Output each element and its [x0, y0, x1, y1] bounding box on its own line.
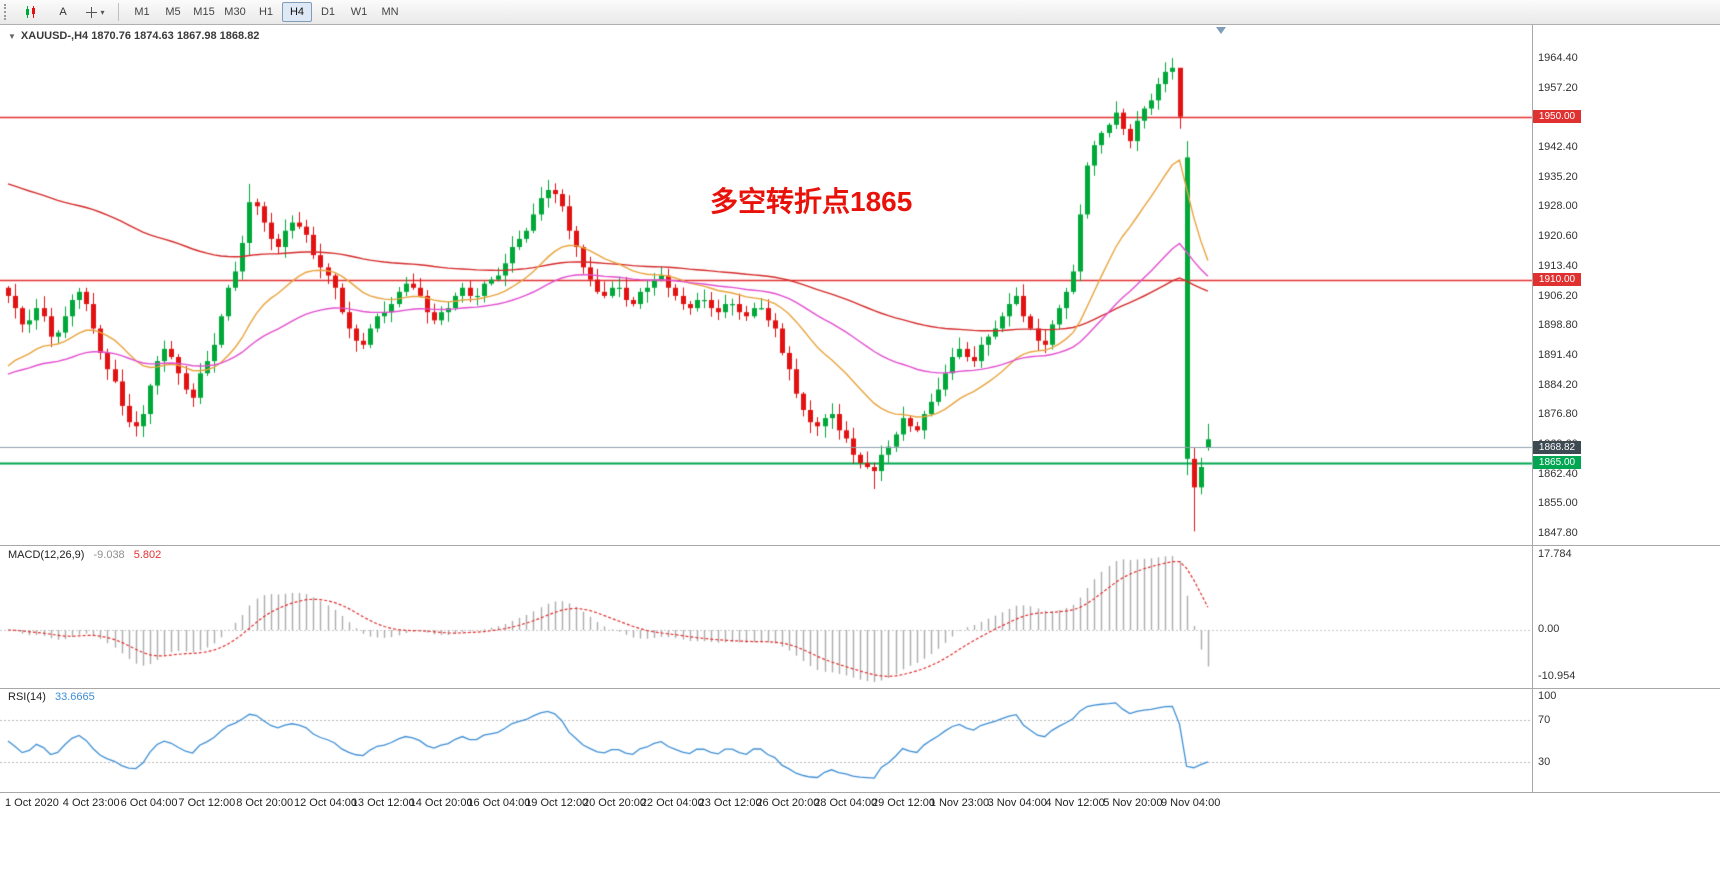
time-axis-label: 16 Oct 04:00 — [467, 797, 531, 809]
timeframe-button-mn[interactable]: MN — [381, 6, 399, 18]
time-axis-label: 4 Oct 23:00 — [62, 797, 120, 809]
macd-scale-label: 17.784 — [1538, 548, 1572, 560]
time-axis-label: 26 Oct 20:00 — [756, 797, 820, 809]
symbol-ohlc-text: XAUUSD-,H4 1870.76 1874.63 1867.98 1868.… — [20, 30, 260, 42]
price-scale-label: 1935.20 — [1538, 170, 1578, 183]
toolbar-separator — [118, 3, 119, 21]
macd-name: MACD(12,26,9) — [8, 549, 85, 561]
timeframe-button-m15[interactable]: M15 — [193, 6, 215, 18]
time-axis-label: 28 Oct 04:00 — [814, 797, 878, 809]
price-scale-label: 1913.40 — [1538, 259, 1578, 272]
candlestick-chart-icon — [26, 6, 35, 18]
time-axis-label: 1 Oct 2020 — [5, 797, 59, 809]
rsi-scale-label: 100 — [1538, 690, 1557, 702]
bid-price-badge: 1868.82 — [1533, 440, 1581, 454]
time-axis-label: 23 Oct 12:00 — [698, 797, 762, 809]
chart-annotation-text[interactable]: 多空转折点1865 — [710, 186, 913, 217]
time-axis-label: 6 Oct 04:00 — [120, 797, 178, 809]
time-axis-label: 29 Oct 12:00 — [872, 797, 935, 809]
rsi-scale-label: 70 — [1538, 714, 1551, 726]
toolbar: A ▾ M1 M5 M15 M30 H1 H4 D1 W1 MN — [0, 0, 1720, 25]
chart-symbol-ohlc: ▼ XAUUSD-,H4 1870.76 1874.63 1867.98 1868… — [8, 30, 259, 42]
chevron-down-icon: ▾ — [100, 7, 105, 17]
price-scale-label: 1891.40 — [1538, 348, 1578, 361]
time-axis-label: 13 Oct 12:00 — [351, 797, 415, 809]
toolbar-gripper[interactable] — [4, 4, 10, 20]
timeframe-button-w1[interactable]: W1 — [350, 6, 368, 18]
symbol-dropdown-icon[interactable]: ▼ — [8, 32, 16, 41]
price-scale-label: 1847.80 — [1538, 527, 1578, 540]
price-scale-label: 1964.40 — [1538, 52, 1578, 64]
macd-scale-label: 0.00 — [1538, 623, 1560, 635]
rsi-value: 33.6665 — [54, 691, 95, 703]
timeframe-bar: M1 M5 M15 M30 H1 H4 D1 W1 MN — [127, 2, 405, 22]
rsi-panel-splitter[interactable] — [0, 688, 1720, 689]
time-axis-label: 12 Oct 04:00 — [294, 797, 357, 809]
text-annotation-label: A — [59, 6, 67, 18]
timeframe-button-m1[interactable]: M1 — [134, 6, 150, 18]
time-axis-label: 20 Oct 20:00 — [583, 797, 646, 809]
crosshair-icon — [86, 6, 98, 18]
timeframe-button-m5[interactable]: M5 — [165, 6, 181, 18]
timeframe-button-m30[interactable]: M30 — [224, 6, 246, 18]
macd-signal-value: 5.802 — [133, 549, 162, 561]
rsi-name: RSI(14) — [8, 691, 46, 703]
hline-price-badge: 1865.00 — [1533, 456, 1581, 470]
time-axis-label: 19 Oct 12:00 — [525, 797, 589, 809]
price-scale-label: 1855.00 — [1538, 497, 1578, 510]
timeframe-button-h4[interactable]: H4 — [282, 2, 312, 22]
price-scale-label: 1942.40 — [1538, 141, 1578, 154]
price-scale-label: 1884.20 — [1538, 378, 1578, 391]
macd-panel-splitter[interactable] — [0, 545, 1720, 546]
time-axis-label: 1 Nov 23:00 — [929, 797, 990, 809]
time-axis-label: 5 Nov 20:00 — [1103, 797, 1163, 809]
timeframe-button-d1[interactable]: D1 — [320, 6, 336, 18]
macd-main-value: -9.038 — [93, 549, 125, 561]
price-scale-label: 1920.60 — [1538, 230, 1578, 243]
price-scale-separator — [1532, 25, 1533, 792]
macd-scale-label: -10.954 — [1538, 670, 1576, 682]
crosshair-tool-button[interactable]: ▾ — [80, 1, 110, 23]
chart-type-button[interactable] — [16, 1, 46, 23]
time-axis-label: 4 Nov 12:00 — [1045, 797, 1105, 809]
time-axis-label: 22 Oct 04:00 — [640, 797, 704, 809]
price-scale-label: 1906.20 — [1538, 289, 1578, 302]
price-scale-label: 1928.00 — [1538, 200, 1578, 213]
time-axis-label: 7 Oct 12:00 — [178, 797, 236, 809]
price-scale-label: 1898.80 — [1538, 319, 1578, 332]
hline-price-badge: 1950.00 — [1533, 110, 1581, 124]
text-annotation-button[interactable]: A — [48, 1, 78, 23]
time-axis-separator — [0, 792, 1720, 793]
rsi-scale-label: 30 — [1538, 756, 1551, 768]
time-axis-label: 9 Nov 04:00 — [1161, 797, 1221, 809]
price-scale-label: 1957.20 — [1538, 81, 1578, 94]
price-scale-label: 1862.40 — [1538, 467, 1578, 480]
rsi-indicator-label: RSI(14) 33.6665 — [8, 691, 95, 703]
hline-price-badge: 1910.00 — [1533, 273, 1581, 287]
price-scale-label: 1876.80 — [1538, 408, 1578, 421]
chart-shift-marker-icon[interactable] — [1216, 27, 1226, 34]
timeframe-button-h1[interactable]: H1 — [258, 6, 274, 18]
time-axis-label: 14 Oct 20:00 — [409, 797, 473, 809]
macd-indicator-label: MACD(12,26,9) -9.038 5.802 — [8, 549, 161, 561]
time-axis-label: 3 Nov 04:00 — [987, 797, 1047, 809]
time-axis-label: 8 Oct 20:00 — [236, 797, 294, 809]
